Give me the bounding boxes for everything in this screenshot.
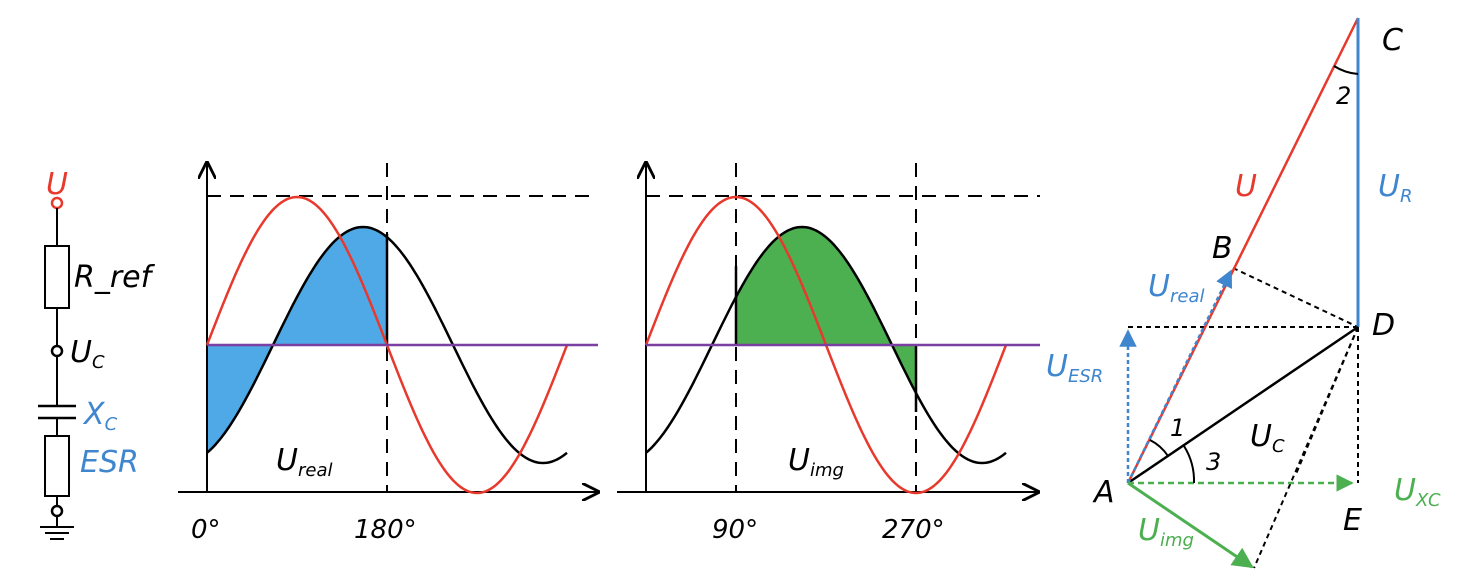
uxc-vector-label: UXC — [1394, 473, 1441, 511]
uc-label: UC — [70, 335, 105, 373]
point-c-label: C — [1382, 23, 1403, 58]
angle-3-label: 3 — [1206, 448, 1221, 476]
circuit-u-label: U — [46, 167, 68, 202]
u-vector-label: U — [1235, 169, 1257, 204]
ureal-vector-label: Ureal — [1148, 269, 1204, 307]
ur-vector-label: UR — [1378, 169, 1412, 207]
ground-icon — [40, 526, 74, 540]
phasor-diagram: A B C D E U UR Ureal UESR UC UXC Uimg 1 … — [1046, 17, 1441, 569]
tick-label-180: 180° — [354, 515, 417, 545]
graph-real: Ureal 0° 180° — [178, 163, 598, 545]
circuit-schematic: U R_ref UC XC ESR — [38, 167, 156, 540]
phasor-uc — [1127, 325, 1359, 485]
angle-arc-3 — [1183, 445, 1196, 484]
uimg-vector-label: Uimg — [1138, 513, 1194, 551]
tick-label-90: 90° — [712, 515, 758, 545]
graph-real-black-curve — [206, 225, 568, 465]
resistor-esr — [44, 435, 70, 497]
angle-arc-2 — [1333, 65, 1359, 75]
terminal-ground — [50, 504, 64, 518]
resistor-r-ref — [44, 245, 70, 309]
graph-img: Uimg 90° 270° — [617, 163, 1040, 545]
point-b-label: B — [1212, 231, 1233, 266]
angle-1-label: 1 — [1170, 414, 1185, 442]
r-ref-label: R_ref — [74, 260, 156, 295]
dash-d-img — [1253, 326, 1359, 569]
point-a-label: A — [1092, 475, 1115, 510]
terminal-uc — [50, 344, 64, 358]
graph-img-shaded-area — [736, 227, 916, 393]
arrow-ureal — [1126, 269, 1233, 484]
terminal-u — [50, 196, 64, 210]
tick-label-0: 0° — [191, 515, 221, 545]
graph-real-label: Ureal — [276, 443, 332, 481]
graph-real-shaded-area — [207, 227, 387, 453]
angle-2-label: 2 — [1336, 82, 1351, 110]
dash-b-d — [1232, 267, 1359, 328]
xc-label: XC — [82, 397, 118, 435]
uc-vector-label: UC — [1250, 419, 1285, 457]
uesr-vector-label: UESR — [1046, 349, 1103, 387]
esr-label: ESR — [80, 445, 139, 480]
point-d-label: D — [1372, 308, 1395, 343]
graph-img-black-curve — [645, 225, 1007, 465]
graph-img-label: Uimg — [788, 443, 844, 481]
point-e-label: E — [1343, 503, 1362, 538]
angle-arc-1 — [1149, 439, 1169, 457]
tick-label-270: 270° — [882, 515, 945, 545]
arrow-uimg — [1127, 481, 1254, 569]
